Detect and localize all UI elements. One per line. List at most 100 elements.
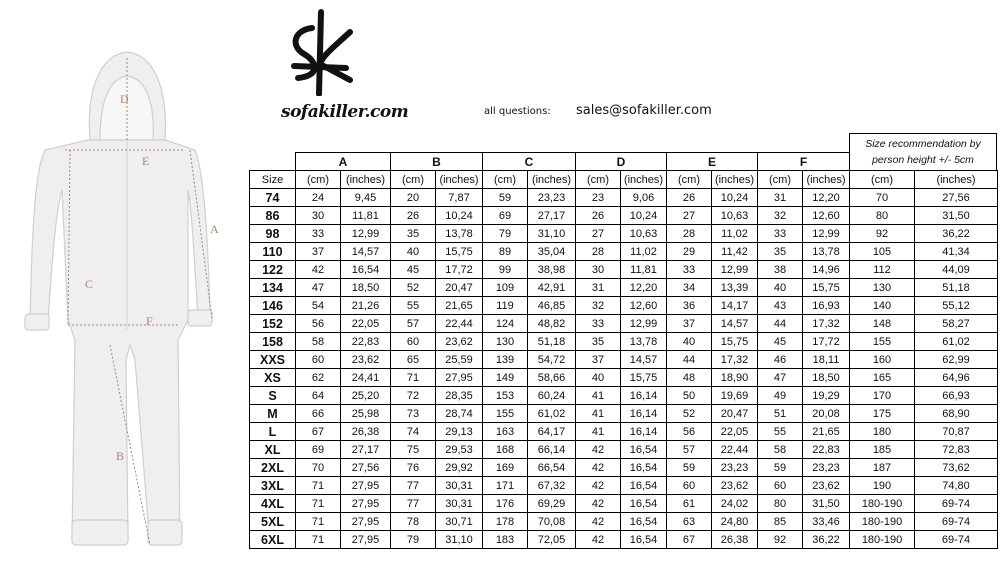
contact-email[interactable]: sales@sofakiller.com xyxy=(576,103,712,118)
value-cell: 21,65 xyxy=(802,422,850,441)
value-cell: 26,38 xyxy=(711,530,758,549)
size-cell: 4XL xyxy=(249,494,296,513)
value-cell: 31,10 xyxy=(435,530,483,549)
value-cell: 27,17 xyxy=(340,440,391,459)
value-cell: 130 xyxy=(482,332,528,351)
value-cell: 42 xyxy=(575,512,621,531)
value-cell: 18,50 xyxy=(802,368,850,387)
group-header-a: A xyxy=(295,152,391,171)
value-cell: 72 xyxy=(390,386,436,405)
value-cell: 57 xyxy=(666,440,712,459)
value-cell: 27,95 xyxy=(340,512,391,531)
value-cell: 14,17 xyxy=(711,296,758,315)
value-cell: 16,14 xyxy=(620,422,667,441)
unit-header-cm: (cm) xyxy=(757,170,803,189)
label-e: E xyxy=(142,154,149,168)
value-cell: 12,99 xyxy=(711,260,758,279)
value-cell: 16,54 xyxy=(620,530,667,549)
size-cell: L xyxy=(249,422,296,441)
value-cell: 65 xyxy=(390,350,436,369)
size-cell: 158 xyxy=(249,332,296,351)
value-cell: 68,90 xyxy=(914,404,998,423)
value-cell: 16,14 xyxy=(620,404,667,423)
value-cell: 44,09 xyxy=(914,260,998,279)
value-cell: 46,85 xyxy=(527,296,576,315)
size-table: A B C D E F Size (cm) (inches) (cm) (inches) (cm) (i… xyxy=(249,152,998,549)
size-cell: 86 xyxy=(249,206,296,225)
table-row: 146 54 21,26 55 21,65 119 46,85 32 12,60 36 14,17 4… xyxy=(249,296,998,315)
value-cell: 28 xyxy=(575,242,621,261)
value-cell: 38 xyxy=(757,260,803,279)
value-cell: 168 xyxy=(482,440,528,459)
value-cell: 15,75 xyxy=(435,242,483,261)
size-column-header: Size xyxy=(249,170,296,189)
value-cell: 41,34 xyxy=(914,242,998,261)
value-cell: 23,23 xyxy=(527,188,576,207)
value-cell: 46 xyxy=(757,350,803,369)
group-header-b: B xyxy=(390,152,483,171)
value-cell: 64 xyxy=(295,386,341,405)
value-cell: 30 xyxy=(295,206,341,225)
size-cell: 2XL xyxy=(249,458,296,477)
value-cell: 33 xyxy=(757,224,803,243)
value-cell: 185 xyxy=(849,440,915,459)
table-row: 122 42 16,54 45 17,72 99 38,98 30 11,81 33 12,99 38… xyxy=(249,260,998,279)
value-cell: 17,72 xyxy=(435,260,483,279)
size-cell: 3XL xyxy=(249,476,296,495)
value-cell: 69 xyxy=(482,206,528,225)
value-cell: 176 xyxy=(482,494,528,513)
table-row: XS 62 24,41 71 27,95 149 58,66 40 15,75 48 18,90 47… xyxy=(249,368,998,387)
value-cell: 20,08 xyxy=(802,404,850,423)
table-row: 3XL 71 27,95 77 30,31 171 67,32 42 16,54 60 23,62 6… xyxy=(249,476,998,495)
value-cell: 14,57 xyxy=(340,242,391,261)
sofakiller-site-logo-text: sofakiller.com xyxy=(281,102,409,122)
value-cell: 42 xyxy=(575,440,621,459)
value-cell: 23,62 xyxy=(340,350,391,369)
value-cell: 17,72 xyxy=(802,332,850,351)
value-cell: 15,75 xyxy=(711,332,758,351)
value-cell: 69-74 xyxy=(914,512,998,531)
unit-header-cm: (cm) xyxy=(849,170,915,189)
value-cell: 66,14 xyxy=(527,440,576,459)
size-cell: 98 xyxy=(249,224,296,243)
value-cell: 190 xyxy=(849,476,915,495)
size-recommendation-header: Size recommendation by person height +/-… xyxy=(849,133,997,170)
unit-header-cm: (cm) xyxy=(295,170,341,189)
value-cell: 171 xyxy=(482,476,528,495)
value-cell: 60 xyxy=(757,476,803,495)
value-cell: 9,45 xyxy=(340,188,391,207)
unit-header-inches: (inches) xyxy=(435,170,483,189)
value-cell: 23,62 xyxy=(802,476,850,495)
value-cell: 47 xyxy=(295,278,341,297)
value-cell: 24,41 xyxy=(340,368,391,387)
size-cell: 5XL xyxy=(249,512,296,531)
unit-header-inches: (inches) xyxy=(914,170,998,189)
value-cell: 70 xyxy=(849,188,915,207)
value-cell: 16,54 xyxy=(620,476,667,495)
value-cell: 76 xyxy=(390,458,436,477)
value-cell: 37 xyxy=(666,314,712,333)
value-cell: 35 xyxy=(575,332,621,351)
table-row: 74 24 9,45 20 7,87 59 23,23 23 9,06 26 10,24 31 12,2… xyxy=(249,188,998,207)
value-cell: 47 xyxy=(757,368,803,387)
value-cell: 42 xyxy=(575,530,621,549)
size-cell: 6XL xyxy=(249,530,296,549)
value-cell: 58 xyxy=(757,440,803,459)
value-cell: 27,95 xyxy=(435,368,483,387)
value-cell: 80 xyxy=(757,494,803,513)
value-cell: 64,17 xyxy=(527,422,576,441)
value-cell: 22,05 xyxy=(340,314,391,333)
value-cell: 48 xyxy=(666,368,712,387)
value-cell: 22,05 xyxy=(711,422,758,441)
value-cell: 35 xyxy=(757,242,803,261)
value-cell: 155 xyxy=(849,332,915,351)
value-cell: 45 xyxy=(757,332,803,351)
group-header-f: F xyxy=(757,152,850,171)
value-cell: 23 xyxy=(575,188,621,207)
value-cell: 43 xyxy=(757,296,803,315)
group-header-c: C xyxy=(482,152,576,171)
value-cell: 16,93 xyxy=(802,296,850,315)
value-cell: 37 xyxy=(575,350,621,369)
table-row: XXS 60 23,62 65 25,59 139 54,72 37 14,57 44 17,32 4… xyxy=(249,350,998,369)
table-row: 110 37 14,57 40 15,75 89 35,04 28 11,02 29 11,42 35… xyxy=(249,242,998,261)
